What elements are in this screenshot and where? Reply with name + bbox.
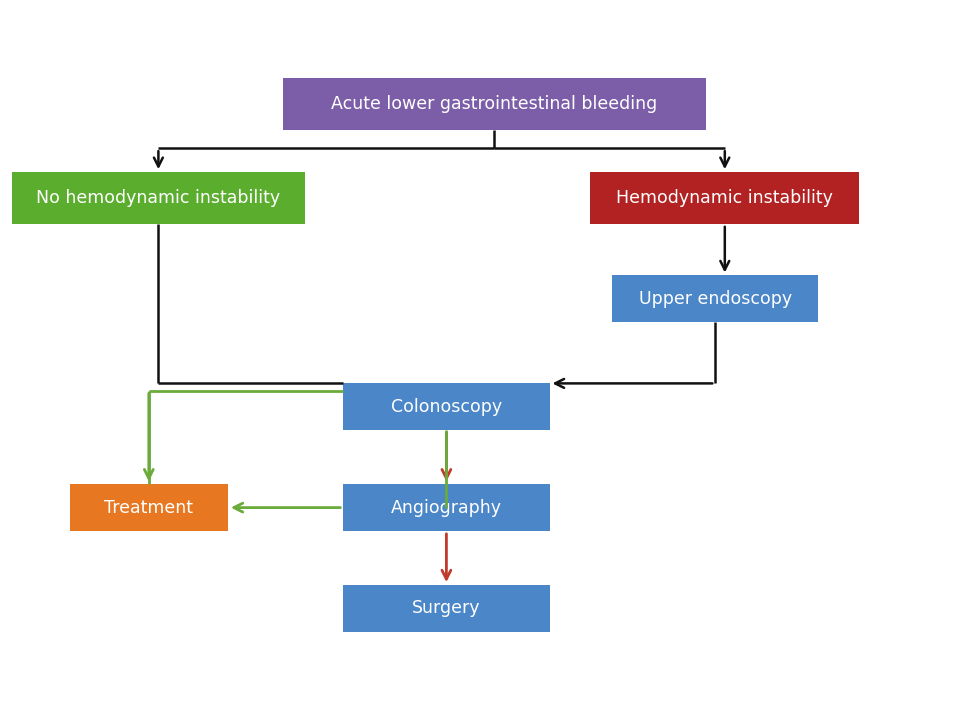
FancyBboxPatch shape bbox=[612, 276, 818, 323]
Text: Acute lower gastrointestinal bleeding: Acute lower gastrointestinal bleeding bbox=[331, 95, 658, 113]
Text: Upper endoscopy: Upper endoscopy bbox=[638, 289, 792, 308]
FancyBboxPatch shape bbox=[344, 585, 549, 632]
Text: Treatment: Treatment bbox=[105, 498, 193, 517]
FancyBboxPatch shape bbox=[69, 484, 228, 531]
FancyBboxPatch shape bbox=[12, 172, 305, 224]
Text: Angiography: Angiography bbox=[391, 498, 502, 517]
FancyBboxPatch shape bbox=[283, 78, 706, 130]
FancyBboxPatch shape bbox=[590, 172, 859, 224]
Text: No hemodynamic instability: No hemodynamic instability bbox=[36, 189, 280, 207]
Text: Surgery: Surgery bbox=[412, 599, 481, 618]
Text: Colonoscopy: Colonoscopy bbox=[391, 397, 502, 416]
Text: Hemodynamic instability: Hemodynamic instability bbox=[616, 189, 833, 207]
FancyBboxPatch shape bbox=[344, 484, 549, 531]
FancyBboxPatch shape bbox=[344, 383, 549, 431]
